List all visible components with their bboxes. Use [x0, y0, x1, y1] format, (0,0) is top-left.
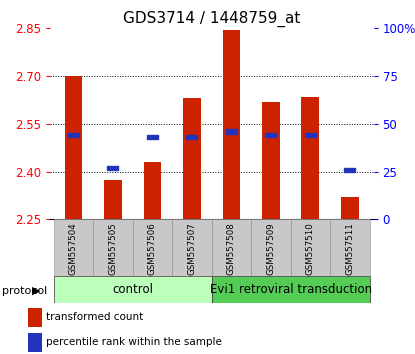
Text: GSM557509: GSM557509	[266, 222, 276, 275]
Bar	[104, 180, 122, 219]
Bar	[54, 219, 93, 276]
Bar	[265, 133, 276, 137]
Bar	[133, 219, 172, 276]
Bar	[65, 76, 82, 219]
Bar	[222, 30, 240, 219]
Bar	[172, 219, 212, 276]
Text: protocol: protocol	[2, 286, 47, 296]
Bar	[344, 168, 355, 172]
Bar	[330, 219, 369, 276]
Bar	[28, 308, 42, 327]
Bar	[107, 166, 119, 170]
Bar	[28, 333, 42, 352]
Bar	[226, 130, 237, 133]
Bar	[212, 276, 369, 303]
Bar	[301, 97, 319, 219]
Bar	[147, 135, 158, 139]
Text: GSM557510: GSM557510	[306, 222, 315, 275]
Text: percentile rank within the sample: percentile rank within the sample	[46, 337, 222, 347]
Bar	[262, 102, 280, 219]
Text: GSM557511: GSM557511	[345, 222, 354, 275]
Bar	[212, 219, 251, 276]
Bar	[290, 219, 330, 276]
Text: Evi1 retroviral transduction: Evi1 retroviral transduction	[210, 283, 372, 296]
Text: transformed count: transformed count	[46, 312, 143, 322]
Text: GSM557508: GSM557508	[227, 222, 236, 275]
Text: GSM557504: GSM557504	[69, 222, 78, 275]
Text: GSM557505: GSM557505	[108, 222, 117, 275]
Bar	[54, 276, 212, 303]
Text: control: control	[112, 283, 153, 296]
Text: GSM557507: GSM557507	[188, 222, 196, 275]
Bar	[251, 219, 290, 276]
Title: GDS3714 / 1448759_at: GDS3714 / 1448759_at	[123, 11, 300, 27]
Bar	[183, 98, 201, 219]
Bar	[341, 197, 359, 219]
Bar	[305, 133, 316, 137]
Text: GSM557506: GSM557506	[148, 222, 157, 275]
Text: ▶: ▶	[32, 286, 40, 296]
Bar	[93, 219, 133, 276]
Bar	[68, 133, 79, 137]
Bar	[186, 135, 198, 139]
Bar	[144, 162, 161, 219]
